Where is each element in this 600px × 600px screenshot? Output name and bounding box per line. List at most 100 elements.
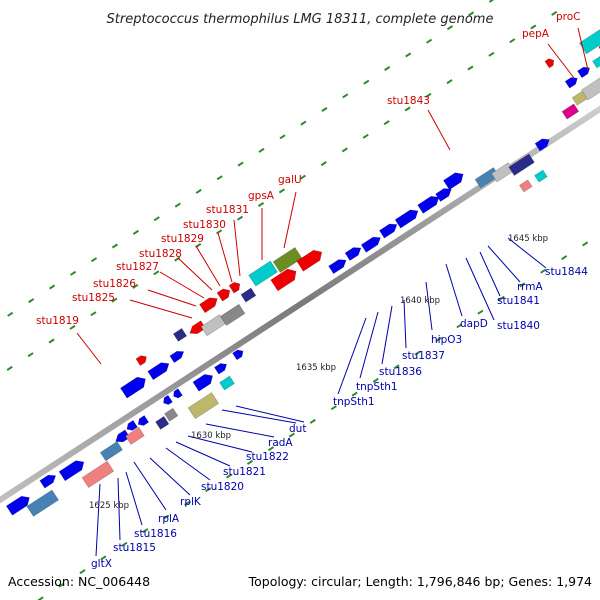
tick-mark-upper-23	[404, 106, 411, 112]
gene-feature-3	[172, 327, 188, 342]
gene-feature-6	[220, 303, 246, 326]
gene-feature-52	[213, 363, 228, 375]
accession-text: Accession: NC_006448	[8, 574, 150, 589]
tick-mark-far-23	[446, 25, 454, 31]
gene-feature-50	[192, 374, 214, 392]
gene-feature-35	[5, 495, 30, 516]
leader-line-5	[195, 245, 221, 287]
gene-feature-24	[519, 179, 533, 193]
tick-mark-lower-9	[226, 473, 233, 479]
gene-label-stu1828: stu1828	[139, 248, 182, 260]
tick-mark-lower-12	[288, 432, 295, 438]
gene-feature-1	[169, 350, 185, 363]
gene-label-rplK: rplK	[180, 496, 202, 508]
gene-feature-23	[508, 153, 535, 176]
leader-line-20	[187, 435, 253, 453]
gene-feature-2	[135, 355, 147, 366]
gene-label-rplA: rplA	[158, 513, 180, 525]
gene-label-galU: galU	[278, 174, 302, 186]
tick-mark-lower-26	[582, 241, 589, 247]
tick-mark-far-14	[258, 147, 265, 153]
gene-feature-12	[296, 249, 323, 272]
tick-mark-upper-6	[48, 338, 55, 344]
tick-mark-upper-7	[69, 324, 76, 330]
tick-mark-upper-22	[383, 120, 390, 126]
tick-mark-lower-13	[309, 418, 316, 424]
leader-line-14	[117, 477, 121, 541]
gene-feature-51	[219, 375, 235, 391]
tick-mark-lower-25	[561, 255, 568, 261]
leader-line-25	[359, 311, 379, 379]
tick-mark-upper-18	[299, 174, 306, 180]
leader-line-11	[547, 43, 575, 79]
leader-line-10	[427, 109, 451, 151]
gene-feature-43	[126, 420, 138, 431]
tick-mark-lower-19	[435, 337, 442, 342]
leader-line-19	[175, 441, 231, 467]
tick-mark-upper-21	[362, 133, 369, 139]
gene-label-pepA: pepA	[522, 28, 550, 40]
leader-line-9	[283, 191, 297, 249]
gene-feature-16	[378, 223, 398, 239]
leader-line-22	[221, 409, 297, 424]
tick-mark-lower-5	[142, 528, 149, 534]
leader-line-26	[381, 305, 393, 365]
tick-mark-upper-25	[446, 79, 453, 85]
tick-mark-far-25	[488, 0, 495, 3]
gene-feature-11	[270, 268, 297, 292]
tick-mark-lower-22	[498, 296, 505, 301]
map-title: Streptococcus thermophilus LMG 18311, co…	[107, 12, 494, 27]
tick-mark-lower-10	[246, 459, 254, 465]
gene-label-gltX: gltX	[91, 558, 112, 570]
gene-feature-36	[26, 489, 59, 517]
tick-mark-upper-16	[257, 202, 265, 207]
tick-mark-lower-21	[477, 309, 484, 315]
leader-line-16	[133, 461, 167, 511]
gene-label-dapD: dapD	[460, 318, 488, 330]
tick-mark-lower-15	[351, 391, 358, 397]
tick-mark-far-24	[467, 11, 475, 17]
tick-mark-far-12	[216, 175, 223, 181]
gene-label-radA: radA	[268, 437, 293, 449]
leader-line-0	[76, 332, 102, 365]
gene-feature-40	[99, 441, 123, 462]
gene-feature-18	[417, 195, 440, 214]
leader-line-31	[479, 251, 501, 297]
tick-mark-lower-17	[393, 364, 400, 370]
tick-mark-upper-26	[467, 65, 474, 71]
tick-mark-far-13	[237, 161, 244, 167]
leader-line-23	[235, 405, 305, 423]
gene-label-stu1825: stu1825	[72, 292, 115, 304]
tick-mark-upper-19	[320, 161, 327, 167]
tick-mark-upper-28	[509, 38, 516, 44]
gene-feature-8	[216, 288, 231, 302]
tick-mark-far-16	[300, 120, 307, 126]
tick-mark-lower-16	[372, 377, 379, 383]
gene-label-stu1822: stu1822	[246, 451, 289, 463]
tick-mark-lower-1	[58, 582, 65, 588]
gene-label-stu1841: stu1841	[497, 295, 540, 307]
tick-mark-lower-3	[100, 555, 107, 561]
tick-mark-upper-15	[236, 215, 244, 221]
gene-label-tnpSth1-a: tnpSth1	[333, 396, 375, 408]
gene-feature-26	[534, 138, 550, 152]
tick-mark-upper-4	[6, 365, 13, 371]
tick-mark-far-4	[49, 284, 56, 290]
leader-line-33	[507, 237, 547, 269]
gene-feature-49	[187, 392, 220, 420]
gene-label-stu1843: stu1843	[387, 95, 430, 107]
gene-label-stu1829: stu1829	[161, 233, 204, 245]
leader-line-30	[465, 257, 495, 321]
tick-mark-lower-4	[121, 541, 128, 547]
gene-label-stu1819: stu1819	[36, 315, 79, 327]
gene-feature-46	[164, 407, 179, 422]
gene-feature-15	[360, 236, 381, 253]
tick-mark-upper-14	[216, 229, 223, 235]
leader-line-27	[403, 299, 407, 349]
tick-mark-far-20	[384, 66, 391, 71]
tick-mark-lower-23	[519, 282, 526, 288]
gene-feature-22	[491, 162, 515, 183]
label-leaders	[76, 27, 589, 557]
gene-label-stu1836: stu1836	[379, 366, 422, 378]
